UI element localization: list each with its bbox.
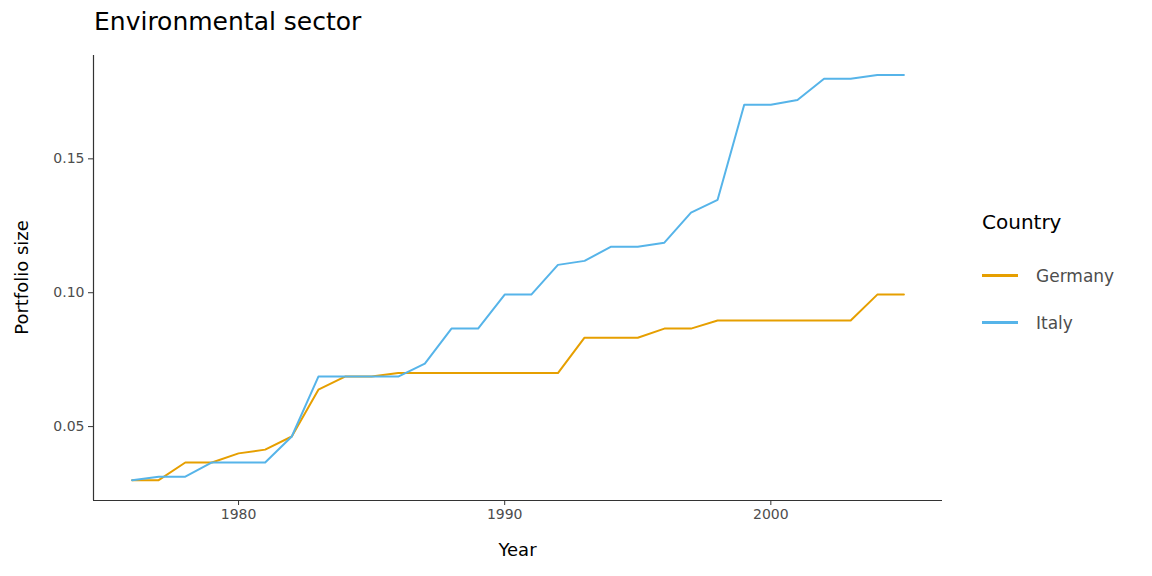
svg-text:Year: Year	[497, 539, 537, 560]
svg-text:0.15: 0.15	[53, 150, 84, 166]
svg-text:Portfolio size: Portfolio size	[11, 220, 32, 335]
html-text:Germany: Germany	[1036, 265, 1115, 286]
html-text:Environmental sector: Environmental sector	[94, 7, 362, 36]
html-text:Italy: Italy	[1036, 312, 1073, 333]
svg-text:1990: 1990	[487, 506, 523, 522]
svg-text:0.05: 0.05	[53, 418, 84, 434]
html-text:Country: Country	[982, 210, 1062, 234]
svg-text:2000: 2000	[753, 506, 789, 522]
svg-text:1980: 1980	[221, 506, 257, 522]
svg-text:0.10: 0.10	[53, 284, 84, 300]
